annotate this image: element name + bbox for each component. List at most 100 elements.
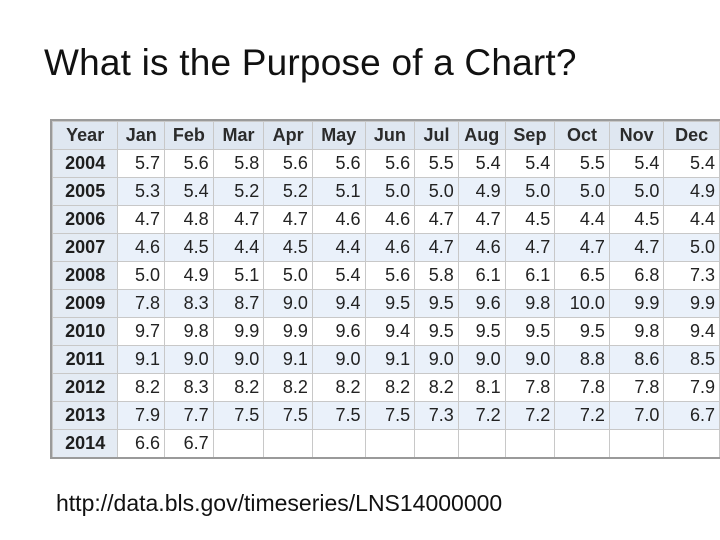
value-cell: [554, 429, 610, 457]
table-row: 2011 9.1 9.0 9.0 9.1 9.0 9.1 9.0 9.0 9.0 8.8 8.6 8.5: [52, 345, 720, 374]
value-cell: 7.8: [117, 289, 166, 318]
value-cell: 5.6: [164, 149, 214, 178]
year-cell: 2009: [52, 289, 119, 318]
year-cell: 2011: [52, 345, 119, 374]
value-cell: 5.0: [504, 177, 556, 206]
table-row: 2009 7.8 8.3 8.7 9.0 9.4 9.5 9.5 9.6 9.8 10.0 9.9 9.…: [52, 289, 720, 318]
value-cell: 5.4: [164, 177, 214, 206]
value-cell: 6.1: [504, 261, 556, 290]
value-cell: 7.7: [164, 401, 214, 430]
value-cell: [311, 429, 366, 457]
value-cell: 4.9: [164, 261, 214, 290]
value-cell: 9.1: [364, 345, 416, 374]
value-cell: 9.7: [117, 317, 166, 346]
value-cell: 7.3: [663, 261, 720, 290]
year-cell: 2006: [52, 205, 119, 234]
table-row: 2012 8.2 8.3 8.2 8.2 8.2 8.2 8.2 8.1 7.8 7.8 7.8 7.9: [52, 373, 720, 402]
value-cell: 5.0: [263, 261, 313, 290]
value-cell: 9.1: [117, 345, 166, 374]
year-cell: 2005: [52, 177, 119, 206]
table-row: 2008 5.0 4.9 5.1 5.0 5.4 5.6 5.8 6.1 6.1 6.5 6.8 7.3: [52, 261, 720, 290]
value-cell: 9.9: [263, 317, 313, 346]
value-cell: 9.6: [311, 317, 366, 346]
value-cell: 9.8: [164, 317, 214, 346]
value-cell: 5.6: [263, 149, 313, 178]
value-cell: [608, 429, 665, 457]
value-cell: 9.9: [608, 289, 665, 318]
value-cell: 4.5: [263, 233, 313, 262]
value-cell: 7.9: [117, 401, 166, 430]
value-cell: 9.8: [504, 289, 556, 318]
value-cell: 7.5: [311, 401, 366, 430]
value-cell: 8.8: [554, 345, 610, 374]
value-cell: 4.7: [554, 233, 610, 262]
value-cell: 8.2: [212, 373, 265, 402]
header-month-may: May: [311, 121, 366, 150]
value-cell: 9.4: [364, 317, 416, 346]
value-cell: 4.6: [117, 233, 166, 262]
value-cell: 4.5: [164, 233, 214, 262]
value-cell: 5.0: [414, 177, 459, 206]
value-cell: 5.3: [117, 177, 166, 206]
value-cell: 7.8: [504, 373, 556, 402]
value-cell: 6.6: [117, 429, 166, 457]
value-cell: 5.0: [364, 177, 416, 206]
table-body: 2004 5.7 5.6 5.8 5.6 5.6 5.6 5.5 5.4 5.4 5.5 5.4 5.4…: [52, 149, 720, 457]
value-cell: 9.9: [212, 317, 265, 346]
value-cell: 5.7: [117, 149, 166, 178]
value-cell: 7.5: [364, 401, 416, 430]
header-month-oct: Oct: [554, 121, 610, 150]
data-table-container: Year Jan Feb Mar Apr May Jun Jul Aug Sep Oct Nov Dec…: [50, 119, 720, 459]
value-cell: 7.5: [212, 401, 265, 430]
header-month-jun: Jun: [364, 121, 416, 150]
value-cell: 5.4: [311, 261, 366, 290]
value-cell: 5.0: [554, 177, 610, 206]
value-cell: 8.3: [164, 289, 214, 318]
value-cell: 4.7: [117, 205, 166, 234]
value-cell: 8.7: [212, 289, 265, 318]
value-cell: 8.5: [663, 345, 720, 374]
table-row: 2010 9.7 9.8 9.9 9.9 9.6 9.4 9.5 9.5 9.5 9.5 9.8 9.4: [52, 317, 720, 346]
value-cell: 5.2: [263, 177, 313, 206]
value-cell: 9.5: [457, 317, 506, 346]
value-cell: 8.3: [164, 373, 214, 402]
value-cell: 5.8: [414, 261, 459, 290]
value-cell: 9.0: [164, 345, 214, 374]
header-month-mar: Mar: [212, 121, 265, 150]
value-cell: 5.4: [663, 149, 720, 178]
value-cell: 4.6: [364, 233, 416, 262]
year-cell: 2010: [52, 317, 119, 346]
value-cell: 4.4: [212, 233, 265, 262]
value-cell: 4.9: [663, 177, 720, 206]
value-cell: 9.5: [364, 289, 416, 318]
value-cell: 4.7: [263, 205, 313, 234]
value-cell: 5.5: [554, 149, 610, 178]
value-cell: 5.1: [212, 261, 265, 290]
value-cell: [663, 429, 720, 457]
value-cell: 4.6: [457, 233, 506, 262]
value-cell: [457, 429, 506, 457]
value-cell: 5.1: [311, 177, 366, 206]
value-cell: 9.4: [663, 317, 720, 346]
value-cell: 9.9: [663, 289, 720, 318]
value-cell: 7.0: [608, 401, 665, 430]
header-year: Year: [52, 121, 119, 150]
year-cell: 2008: [52, 261, 119, 290]
value-cell: 6.7: [164, 429, 214, 457]
value-cell: 10.0: [554, 289, 610, 318]
value-cell: 7.5: [263, 401, 313, 430]
header-month-nov: Nov: [608, 121, 665, 150]
value-cell: 9.0: [212, 345, 265, 374]
header-month-aug: Aug: [457, 121, 506, 150]
value-cell: 5.5: [414, 149, 459, 178]
value-cell: 5.4: [457, 149, 506, 178]
value-cell: 4.4: [663, 205, 720, 234]
value-cell: 5.6: [364, 149, 416, 178]
value-cell: 4.7: [414, 205, 459, 234]
value-cell: 7.8: [554, 373, 610, 402]
value-cell: 5.8: [212, 149, 265, 178]
value-cell: 4.7: [414, 233, 459, 262]
value-cell: 6.7: [663, 401, 720, 430]
value-cell: 9.6: [457, 289, 506, 318]
